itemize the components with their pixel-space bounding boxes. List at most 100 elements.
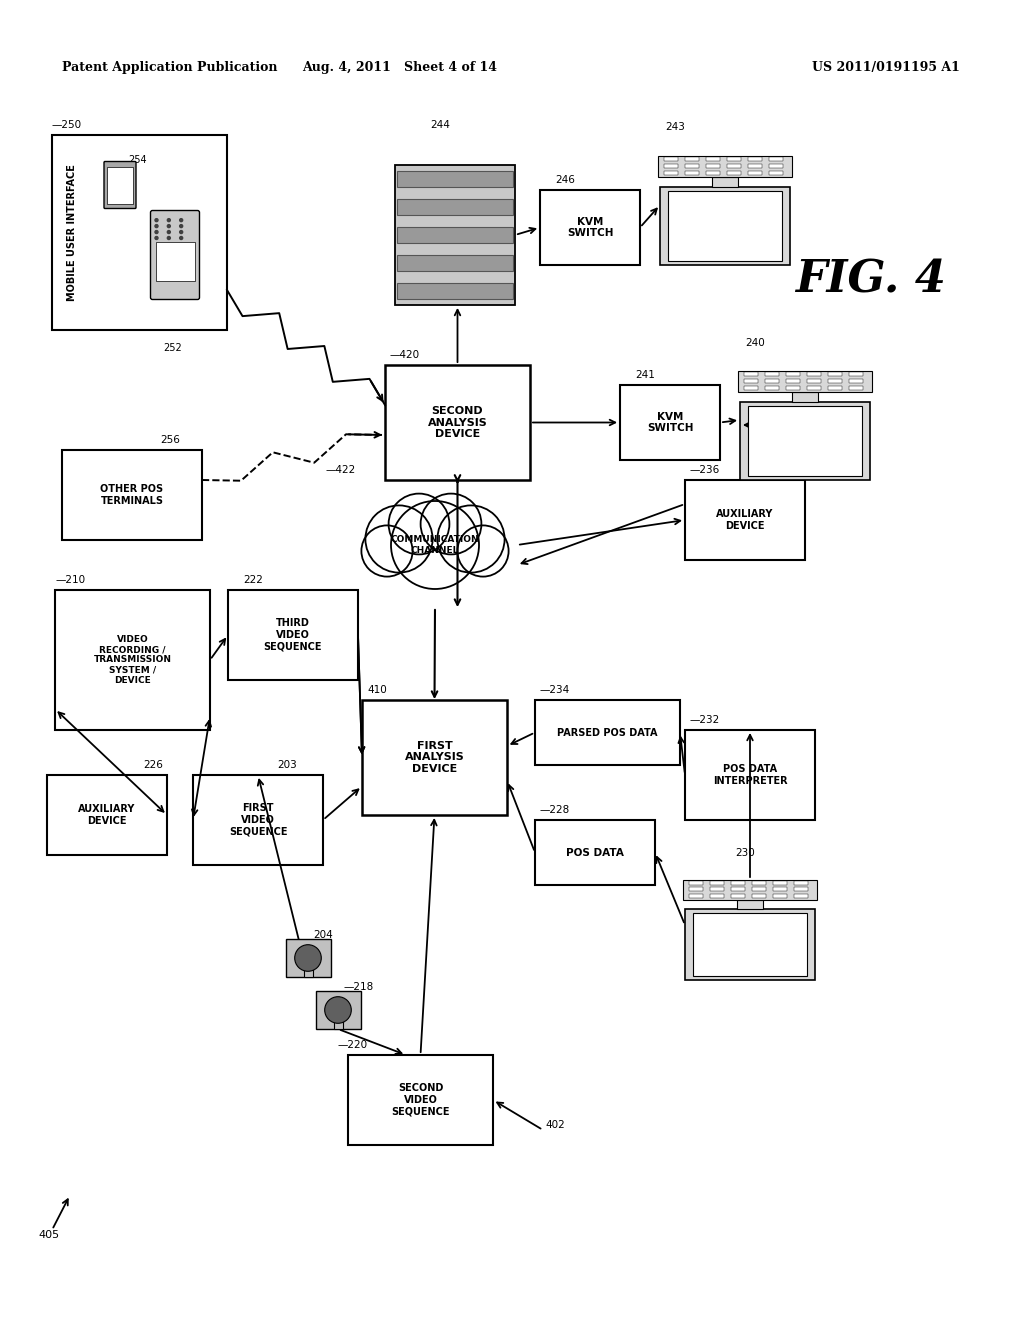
Circle shape xyxy=(167,231,170,234)
Bar xyxy=(348,1055,493,1144)
Bar xyxy=(765,385,779,391)
Text: —250: —250 xyxy=(52,120,82,129)
Bar xyxy=(685,164,699,168)
Circle shape xyxy=(179,219,182,222)
Text: —236: —236 xyxy=(690,465,720,475)
Bar xyxy=(794,887,808,891)
Bar xyxy=(693,912,807,975)
Text: COMMUNICATION
CHANNEL: COMMUNICATION CHANNEL xyxy=(391,536,479,554)
Bar xyxy=(689,887,703,891)
Circle shape xyxy=(155,224,158,227)
Text: —228: —228 xyxy=(540,805,570,814)
Text: 405: 405 xyxy=(38,1230,59,1239)
Bar xyxy=(849,385,863,391)
Text: —218: —218 xyxy=(343,982,374,993)
Circle shape xyxy=(391,502,479,589)
Circle shape xyxy=(179,236,182,239)
Text: —420: —420 xyxy=(390,350,420,360)
Text: 243: 243 xyxy=(665,121,685,132)
Bar xyxy=(683,880,817,900)
Text: 240: 240 xyxy=(745,338,765,348)
Text: OTHER POS
TERMINALS: OTHER POS TERMINALS xyxy=(100,484,164,506)
Bar xyxy=(397,255,513,272)
Text: —234: —234 xyxy=(540,685,570,696)
Text: —232: —232 xyxy=(690,715,720,725)
Circle shape xyxy=(458,525,509,577)
Bar xyxy=(664,164,678,168)
Bar xyxy=(710,887,724,891)
Bar xyxy=(828,372,842,376)
Bar xyxy=(807,379,821,383)
Bar xyxy=(315,991,360,1030)
Bar xyxy=(744,379,758,383)
Bar xyxy=(765,372,779,376)
Bar xyxy=(47,775,167,855)
Bar xyxy=(689,894,703,898)
Bar xyxy=(397,198,513,215)
Text: 244: 244 xyxy=(430,120,450,129)
Bar xyxy=(362,700,507,814)
Bar xyxy=(286,939,331,977)
Bar xyxy=(106,166,133,203)
Bar xyxy=(664,157,678,161)
Bar xyxy=(849,379,863,383)
Bar xyxy=(710,894,724,898)
Bar xyxy=(55,590,210,730)
Bar xyxy=(156,243,195,281)
Text: KVM
SWITCH: KVM SWITCH xyxy=(647,412,693,433)
Text: 410: 410 xyxy=(367,685,387,696)
Bar xyxy=(744,385,758,391)
Bar xyxy=(193,775,323,865)
Circle shape xyxy=(167,224,170,227)
Text: —422: —422 xyxy=(325,465,355,475)
Bar xyxy=(731,894,745,898)
Bar xyxy=(769,172,783,176)
Text: 246: 246 xyxy=(555,176,574,185)
Text: 226: 226 xyxy=(143,760,163,770)
Bar xyxy=(748,172,762,176)
Text: —210: —210 xyxy=(55,576,85,585)
Bar xyxy=(535,820,655,884)
Circle shape xyxy=(167,236,170,239)
Text: POS DATA: POS DATA xyxy=(566,847,624,858)
Bar xyxy=(658,156,792,177)
Bar xyxy=(769,164,783,168)
Bar xyxy=(748,164,762,168)
Bar xyxy=(664,172,678,176)
Bar xyxy=(786,385,800,391)
Bar xyxy=(738,371,872,392)
Bar xyxy=(685,730,815,820)
Text: 241: 241 xyxy=(635,370,655,380)
Bar xyxy=(397,170,513,187)
Text: SECOND
VIDEO
SEQUENCE: SECOND VIDEO SEQUENCE xyxy=(391,1084,450,1117)
Bar xyxy=(397,282,513,300)
Circle shape xyxy=(366,506,432,573)
Bar xyxy=(685,908,815,979)
Text: 204: 204 xyxy=(313,931,333,940)
Bar xyxy=(752,887,766,891)
Text: 254: 254 xyxy=(128,154,146,165)
Bar xyxy=(395,165,515,305)
Bar xyxy=(668,191,782,261)
Bar xyxy=(727,157,741,161)
Bar xyxy=(685,157,699,161)
Bar xyxy=(62,450,202,540)
Bar xyxy=(786,372,800,376)
Bar xyxy=(706,164,720,168)
Bar xyxy=(744,372,758,376)
Bar xyxy=(828,379,842,383)
Circle shape xyxy=(179,224,182,227)
Text: 203: 203 xyxy=(278,760,297,770)
Bar xyxy=(620,385,720,459)
Bar xyxy=(773,894,787,898)
Text: FIG. 4: FIG. 4 xyxy=(795,259,945,301)
Bar xyxy=(334,1019,342,1030)
Bar xyxy=(740,403,870,480)
Circle shape xyxy=(361,525,413,577)
FancyBboxPatch shape xyxy=(151,210,200,300)
Circle shape xyxy=(421,494,481,554)
FancyBboxPatch shape xyxy=(104,161,136,209)
Bar xyxy=(706,172,720,176)
Bar xyxy=(535,700,680,766)
Text: Patent Application Publication: Patent Application Publication xyxy=(62,62,278,74)
